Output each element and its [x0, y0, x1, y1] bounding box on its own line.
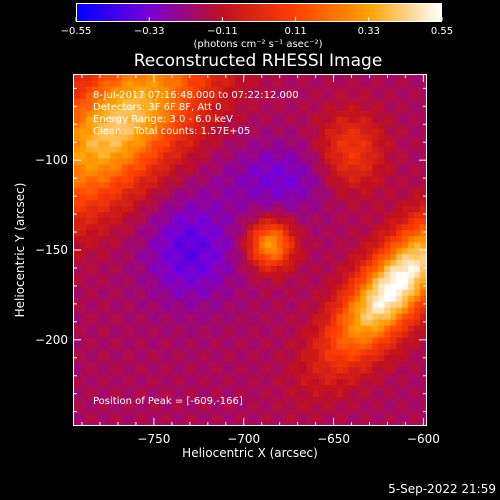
heatmap-image: [74, 75, 426, 425]
colorbar-unit-label: (photons cm⁻² s⁻¹ asec⁻²): [193, 39, 323, 50]
info-line-time: 8-Jul-2017 07:16:48.000 to 07:22:12.000: [93, 90, 299, 101]
peak-position-label: Position of Peak = [-609,-166]: [93, 396, 243, 407]
colorbar: [76, 3, 442, 22]
x-tick-label: −650: [317, 432, 351, 446]
colorbar-tick-label: 0.55: [430, 26, 454, 37]
y-tick-label: −200: [35, 332, 68, 347]
plot-area: [73, 74, 427, 426]
info-line-clean: Clean Total counts: 1.57E+05: [93, 126, 251, 137]
colorbar-tick-label: −0.33: [133, 26, 165, 37]
y-tick-label: −100: [35, 153, 68, 168]
x-tick-label: −700: [227, 432, 261, 446]
colorbar-gradient: [77, 4, 441, 21]
colorbar-tick-label: 0.33: [357, 26, 380, 37]
colorbar-tick-label: −0.55: [60, 26, 92, 37]
colorbar-tick-label: 0.11: [284, 26, 307, 37]
x-tick-label: −600: [406, 432, 440, 446]
y-tick-label: −150: [35, 243, 68, 257]
y-axis-label: Heliocentric Y (arcsec): [13, 182, 27, 318]
x-tick-label: −750: [137, 432, 171, 446]
info-line-detectors: Detectors: 3F 6F 8F, Att 0: [93, 102, 222, 113]
chart-title: Reconstructed RHESSI Image: [133, 51, 383, 71]
colorbar-tick-label: −0.11: [207, 26, 238, 37]
info-line-energy: Energy Range: 3.0 - 6.0 keV: [93, 114, 233, 125]
x-axis-label: Heliocentric X (arcsec): [182, 446, 318, 460]
render-timestamp: 5-Sep-2022 21:59: [388, 482, 496, 496]
